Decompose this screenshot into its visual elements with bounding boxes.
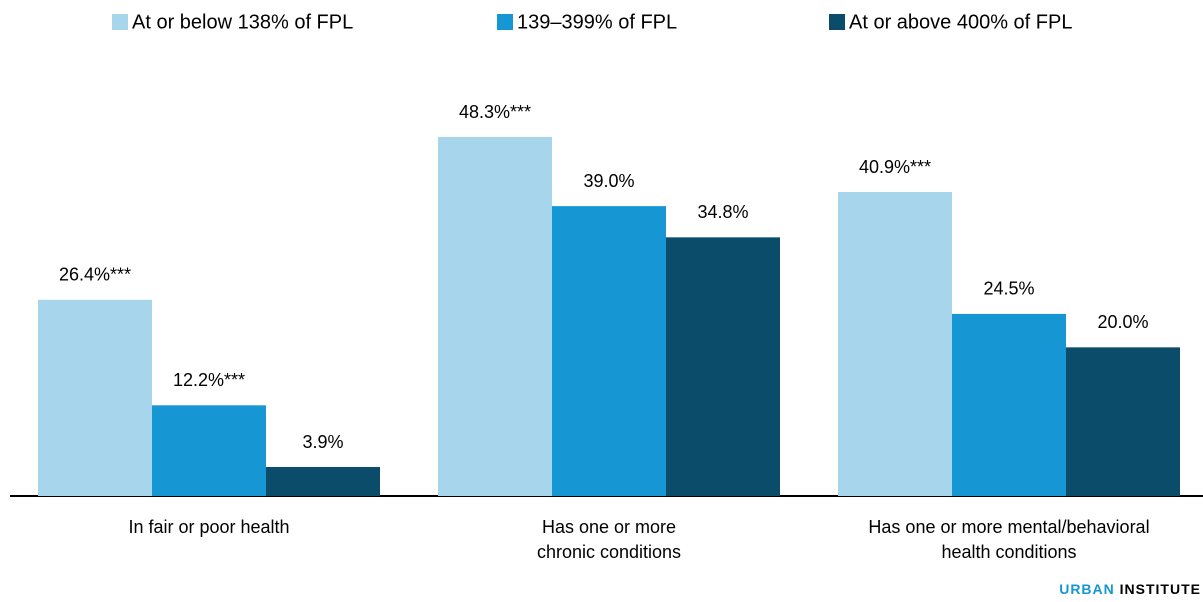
x-tick-label: health conditions: [941, 542, 1076, 562]
data-label: 3.9%: [302, 432, 343, 452]
branding: URBAN INSTITUTE: [1059, 581, 1201, 597]
x-tick-label: Has one or more: [542, 517, 676, 537]
brand-urban: URBAN: [1059, 581, 1115, 597]
x-tick-label: chronic conditions: [537, 542, 681, 562]
data-label: 24.5%: [983, 279, 1034, 299]
legend-label: 139–399% of FPL: [517, 11, 677, 33]
bar: [152, 405, 266, 496]
data-label: 39.0%: [583, 171, 634, 191]
bar: [266, 467, 380, 496]
brand-institute: INSTITUTE: [1120, 581, 1201, 597]
legend-label: At or above 400% of FPL: [849, 11, 1072, 33]
x-tick-label: In fair or poor health: [128, 517, 289, 537]
bar: [838, 192, 952, 496]
bar: [38, 299, 152, 496]
data-label: 48.3%***: [459, 102, 531, 122]
bar: [438, 137, 552, 496]
legend-swatch: [497, 14, 513, 30]
data-label: 20.0%: [1097, 312, 1148, 332]
bar: [666, 237, 780, 496]
bar: [1066, 347, 1180, 496]
x-tick-label: Has one or more mental/behavioral: [868, 517, 1149, 537]
data-label: 34.8%: [697, 202, 748, 222]
bar: [552, 206, 666, 497]
legend-swatch: [112, 14, 128, 30]
legend-label: At or below 138% of FPL: [132, 11, 353, 33]
data-label: 40.9%***: [859, 157, 931, 177]
bar: [952, 313, 1066, 496]
data-label: 26.4%***: [59, 265, 131, 285]
data-label: 12.2%***: [173, 370, 245, 390]
legend-swatch: [829, 14, 845, 30]
